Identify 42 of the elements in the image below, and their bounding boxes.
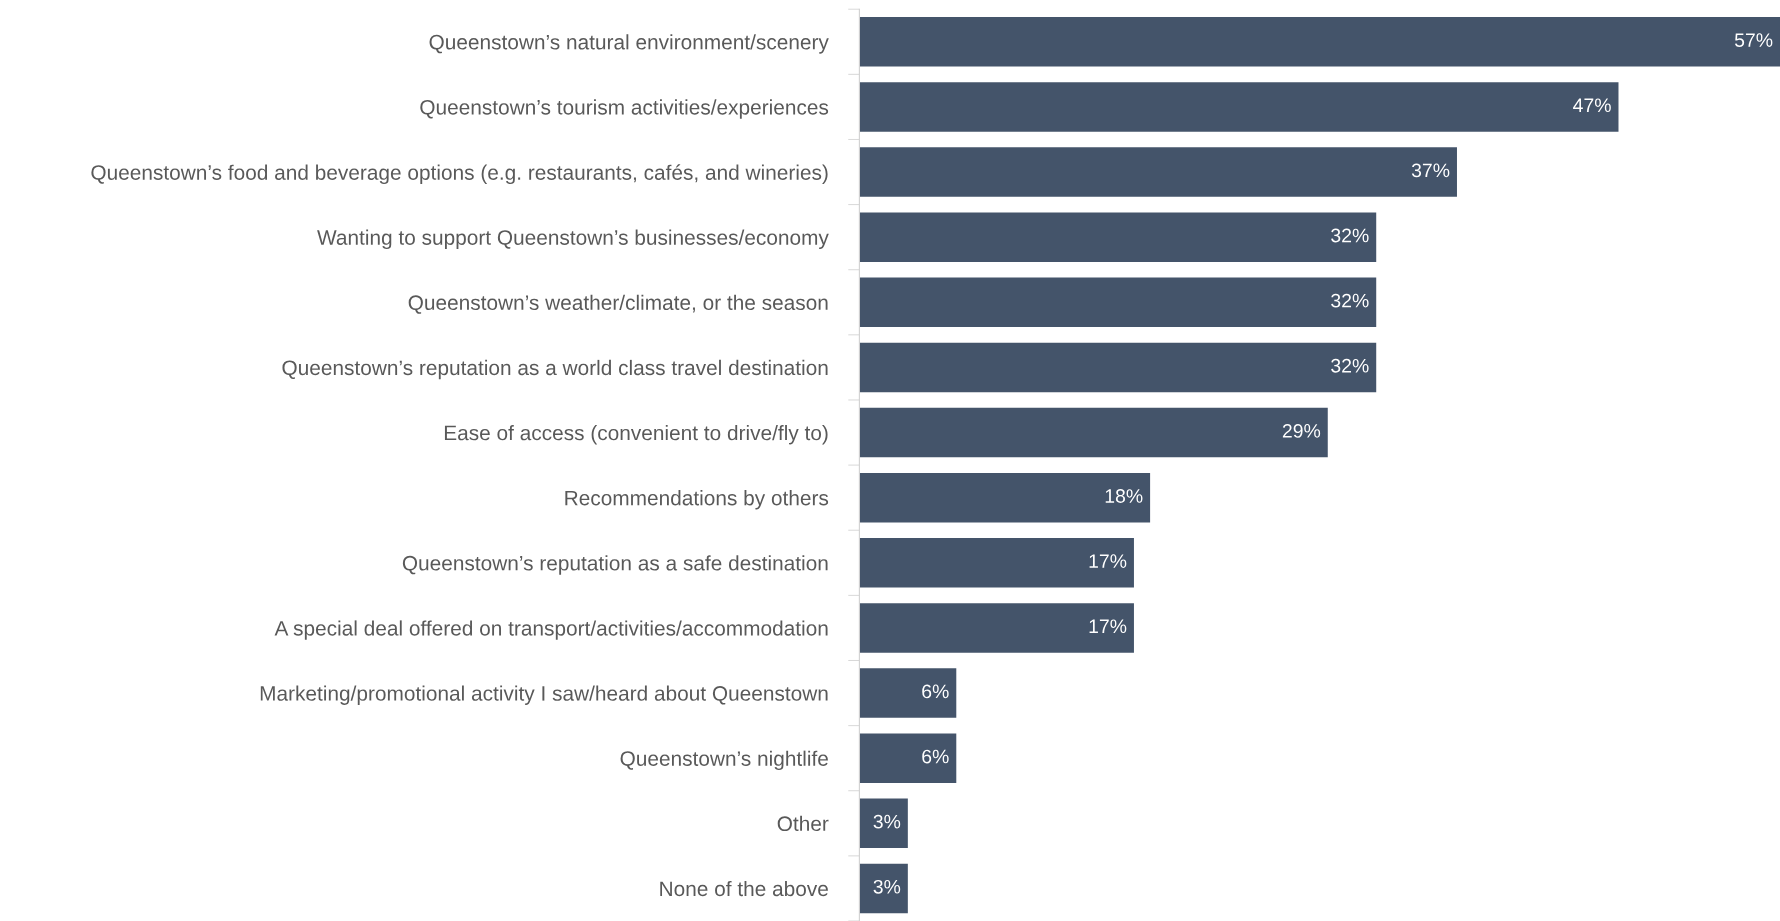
data-label: 57%	[1734, 33, 1773, 47]
bar	[859, 668, 957, 718]
bar	[859, 472, 1151, 523]
bar	[859, 603, 1134, 653]
y-tick-label: Queenstown’s natural environment/scenery	[429, 34, 829, 54]
y-tick-label: Other	[777, 815, 829, 832]
data-label: 6%	[922, 684, 949, 699]
bar	[859, 733, 957, 783]
y-tick-label: Marketing/promotional activity I saw/heard about Queenstown	[260, 685, 828, 705]
bar	[859, 212, 1377, 262]
y-tick-label: Queenstown’s tourism activities/experiences	[420, 99, 829, 119]
bar	[859, 17, 1780, 67]
data-label: 18%	[1105, 489, 1143, 503]
data-label: 6%	[922, 749, 949, 764]
y-tick-label: Ease of access (convenient to drive/fly to)	[444, 424, 828, 445]
y-tick-label: Queenstown’s food and beverage options (e.g. restaurants, cafés, and wineries)	[91, 164, 828, 185]
y-tick-label: Queenstown’s reputation as a world class travel destination	[282, 359, 828, 380]
y-tick-label: Queenstown’s weather/climate, or the season	[408, 294, 828, 314]
y-tick-label: Recommendations by others	[565, 490, 829, 510]
y-tick-label: Queenstown’s nightlife	[620, 750, 828, 771]
data-label: 32%	[1331, 228, 1369, 243]
bar	[859, 342, 1377, 393]
data-label: 29%	[1282, 423, 1321, 438]
data-label: 32%	[1331, 358, 1369, 373]
data-label: 17%	[1089, 619, 1127, 634]
data-label: 3%	[873, 814, 901, 829]
data-label: 3%	[873, 879, 901, 894]
data-label: 17%	[1089, 554, 1127, 568]
bar	[859, 863, 908, 914]
bar	[859, 147, 1457, 197]
data-label: 47%	[1573, 98, 1611, 113]
data-label: 37%	[1411, 163, 1450, 178]
bar	[859, 407, 1328, 458]
y-tick-label: None of the above	[660, 880, 828, 897]
y-tick-label: Wanting to support Queenstown’s businesses/economy	[317, 229, 829, 250]
y-tick-label: Queenstown’s reputation as a safe destination	[402, 555, 828, 575]
y-tick-label: A special deal offered on transport/activities/accommodation	[274, 620, 828, 640]
data-label: 32%	[1331, 293, 1369, 308]
bar	[859, 798, 908, 849]
bar	[859, 277, 1377, 328]
bar	[859, 82, 1619, 132]
bar	[859, 538, 1134, 588]
